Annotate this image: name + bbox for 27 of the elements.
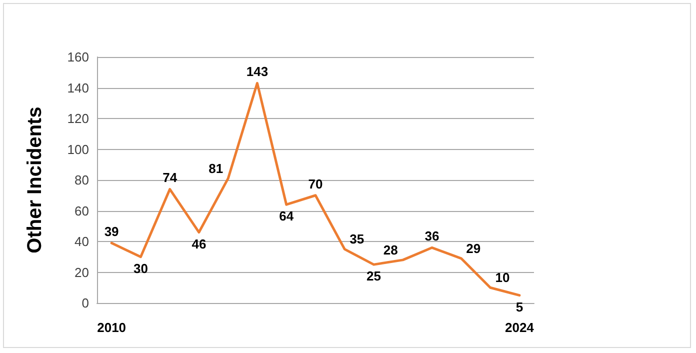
data-label: 35 bbox=[350, 232, 364, 247]
data-label: 81 bbox=[208, 160, 224, 176]
data-label: 30 bbox=[133, 260, 148, 276]
data-label: 28 bbox=[383, 242, 398, 258]
y-axis-title: Other Incidents bbox=[24, 106, 46, 254]
data-label: 5 bbox=[516, 299, 524, 314]
data-label: 39 bbox=[104, 224, 119, 240]
data-label: 70 bbox=[308, 176, 323, 192]
data-label: 36 bbox=[424, 228, 440, 244]
data-label: 143 bbox=[246, 64, 268, 80]
data-label: 64 bbox=[279, 208, 294, 224]
x-tick-label: 2010 bbox=[97, 320, 126, 335]
y-tick-label: 60 bbox=[74, 203, 89, 218]
y-tick-label: 40 bbox=[74, 234, 89, 249]
y-tick-label: 0 bbox=[82, 296, 89, 310]
y-tick-label: 100 bbox=[67, 142, 89, 157]
y-tick-label: 160 bbox=[67, 50, 89, 64]
x-tick-label: 2024 bbox=[504, 320, 535, 335]
data-label: 74 bbox=[162, 170, 178, 186]
data-label: 29 bbox=[466, 240, 481, 256]
y-tick-label: 140 bbox=[67, 80, 89, 96]
data-label: 25 bbox=[366, 268, 381, 284]
y-tick-label: 20 bbox=[74, 264, 89, 280]
y-tick-label: 120 bbox=[67, 111, 89, 126]
data-label: 46 bbox=[192, 236, 206, 252]
data-label: 10 bbox=[495, 270, 510, 286]
y-tick-label: 80 bbox=[74, 172, 89, 188]
